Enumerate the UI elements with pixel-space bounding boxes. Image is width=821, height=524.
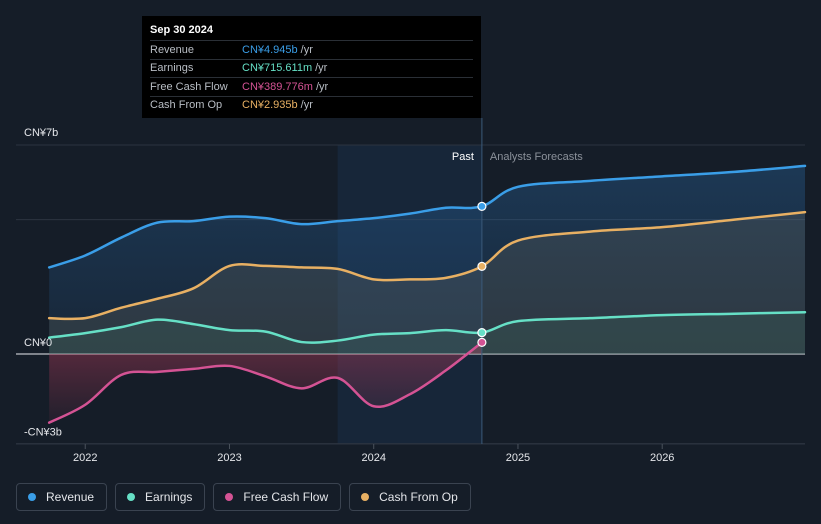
area-fills: [49, 165, 806, 423]
legend-label: Earnings: [145, 490, 193, 504]
legend-item-cash-from-op[interactable]: Cash From Op: [349, 483, 471, 511]
tooltip-unit: /yr: [315, 80, 329, 93]
x-tick-label: 2024: [361, 452, 385, 464]
tooltip-row-earnings: Earnings CN¥715.611m /yr: [150, 58, 473, 78]
tooltip-value: CN¥715.611m: [242, 62, 313, 75]
legend-item-earnings[interactable]: Earnings: [115, 483, 206, 511]
legend-dot-icon: [28, 493, 36, 501]
tooltip-unit: /yr: [300, 43, 313, 56]
area-earnings: [49, 312, 806, 354]
line-revenue: [47, 164, 807, 269]
y-tick-label: CN¥0: [24, 337, 52, 349]
tooltip-row-cash-from-op: Cash From Op CN¥2.935b /yr: [150, 95, 473, 115]
line-earnings: [47, 310, 807, 344]
hover-markers: [477, 201, 487, 347]
line-free-cash-flow: [47, 341, 484, 424]
x-tick-label: 2026: [650, 452, 674, 464]
area-free-cash-flow: [49, 342, 482, 423]
past-label: Past: [452, 151, 474, 163]
legend-item-free-cash-flow[interactable]: Free Cash Flow: [213, 483, 342, 511]
x-tick-label: 2022: [73, 452, 97, 464]
legend-item-revenue[interactable]: Revenue: [16, 483, 108, 511]
tooltip-date: Sep 30 2024: [150, 24, 213, 36]
y-tick-label: CN¥7b: [24, 127, 58, 139]
area-revenue: [49, 165, 806, 354]
line-cash-from-op: [47, 210, 807, 321]
tooltip-row-free-cash-flow: Free Cash Flow CN¥389.776m /yr: [150, 77, 473, 96]
tooltip-unit: /yr: [300, 99, 313, 112]
y-tick-label: -CN¥3b: [24, 427, 62, 439]
legend-label: Free Cash Flow: [243, 490, 329, 504]
tooltip-value: CN¥2.935b: [242, 99, 298, 112]
axis-labels: CN¥7b CN¥0 -CN¥3b 2022 2023 2024 2025 2026: [24, 127, 674, 464]
forecast-label: Analysts Forecasts: [490, 151, 583, 163]
legend-dot-icon: [361, 493, 370, 501]
tooltip-row-revenue: Revenue CN¥4.945b /yr: [150, 40, 473, 59]
tooltip-value: CN¥4.945b: [242, 43, 298, 56]
marker-cash-from-op: [477, 261, 487, 271]
tooltip-value: CN¥389.776m: [242, 80, 313, 93]
x-tick-label: 2025: [506, 452, 530, 464]
tooltip-label: Free Cash Flow: [150, 80, 228, 93]
chart-area: CN¥7b CN¥0 -CN¥3b 2022 2023 2024 2025 2026 Past…: [16, 118, 807, 464]
chart-legend: Revenue Earnings Free Cash Flow Cash Fro…: [16, 483, 471, 511]
marker-free-cash-flow: [477, 337, 487, 347]
legend-label: Revenue: [46, 490, 95, 504]
series-lines: [47, 164, 807, 424]
marker-revenue: [477, 201, 487, 211]
tooltip-panel: Sep 30 2024 Revenue CN¥4.945b /yr Earnin…: [142, 16, 481, 118]
legend-dot-icon: [127, 493, 136, 501]
area-cash-from-op: [49, 212, 806, 354]
tooltip-label: Earnings: [150, 62, 194, 75]
x-tick-label: 2023: [217, 452, 241, 464]
legend-dot-icon: [225, 493, 234, 501]
legend-label: Cash From Op: [379, 490, 458, 504]
tooltip-unit: /yr: [315, 62, 328, 75]
tooltip-label: Revenue: [150, 43, 195, 56]
marker-earnings: [477, 328, 487, 338]
tooltip-label: Cash From Op: [150, 99, 223, 112]
